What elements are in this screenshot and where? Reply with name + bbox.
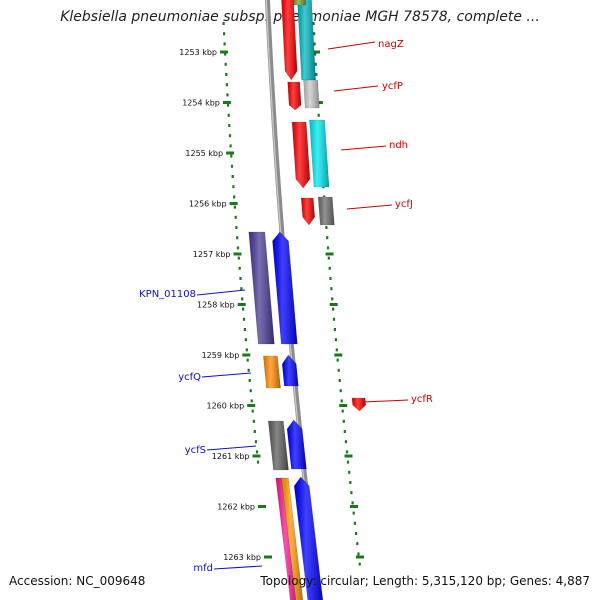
gene-ycfs-arrow[interactable] — [286, 419, 307, 470]
tick-mark-right — [312, 50, 320, 54]
gene-ndh-arrow[interactable] — [291, 121, 311, 189]
tick-mark-left — [233, 252, 242, 256]
tick-mark-left — [242, 353, 251, 357]
tick-label: 1258 kbp — [197, 301, 235, 310]
tick-mark-right — [350, 505, 358, 508]
gene-label-ycfq[interactable]: ycfQ — [178, 372, 201, 383]
tick-label: 1263 kbp — [223, 553, 261, 562]
tick-mark-left — [220, 50, 228, 54]
gene-leader-line — [333, 85, 379, 92]
gene-leader-line — [327, 41, 376, 50]
tick-mark-left — [229, 202, 238, 205]
gene-label-ycfj[interactable]: ycfJ — [395, 199, 413, 210]
gene-mfd-orange[interactable] — [280, 477, 304, 600]
gene-label-ycfp[interactable]: ycfP — [382, 81, 403, 92]
gene-ycfq-arrow[interactable] — [281, 354, 299, 387]
gene-leader-line — [362, 399, 409, 403]
gene-ycfj-partner[interactable] — [317, 196, 335, 226]
gene-ycfj-arrow[interactable] — [300, 197, 316, 226]
tick-label: 1255 kbp — [185, 149, 223, 158]
tick-mark-left — [222, 101, 231, 104]
gene-ndh-partner[interactable] — [309, 119, 330, 188]
gene-leader-line — [201, 372, 252, 378]
gene-mfd-arrow[interactable] — [293, 476, 324, 600]
gene-top-olive[interactable] — [293, 0, 307, 6]
tick-label: 1261 kbp — [212, 452, 250, 461]
gene-ycfr-arrow[interactable] — [351, 397, 367, 412]
gene-label-nagz[interactable]: nagZ — [378, 39, 404, 50]
left-dotted-track — [222, 22, 260, 464]
tick-mark-right — [339, 404, 348, 407]
gene-label-ycfs[interactable]: ycfS — [185, 445, 206, 456]
gene-leader-line — [346, 204, 393, 210]
gene-nagz-partner[interactable] — [297, 0, 316, 81]
tick-mark-left — [258, 505, 266, 508]
tick-label: 1260 kbp — [206, 402, 244, 411]
accession-label: Accession: NC_009648 — [9, 574, 146, 588]
tick-mark-left — [226, 151, 235, 155]
tick-mark-left — [252, 454, 261, 458]
tick-mark-right — [356, 555, 364, 559]
gene-ycfp-arrow[interactable] — [287, 81, 302, 111]
tick-mark-left — [247, 404, 256, 407]
gene-leader-line — [206, 445, 257, 451]
tick-mark-left — [237, 303, 246, 306]
gene-ycfs-partner[interactable] — [267, 420, 289, 471]
tick-label: 1262 kbp — [217, 503, 255, 512]
gene-label-mfd[interactable]: mfd — [193, 563, 213, 574]
tick-mark-right — [344, 454, 353, 458]
gene-nagz-arrow[interactable] — [281, 0, 298, 81]
gene-ycfp-partner[interactable] — [303, 79, 320, 109]
tick-mark-right — [329, 303, 338, 306]
gene-kpn-01108-arrow[interactable] — [272, 231, 298, 345]
tick-label: 1253 kbp — [179, 48, 217, 57]
tick-mark-right — [334, 353, 343, 357]
gene-leader-line — [196, 289, 246, 296]
genome-summary: Topology: circular; Length: 5,315,120 bp… — [260, 574, 590, 588]
tick-label: 1257 kbp — [193, 250, 231, 259]
gene-label-kpn-01108[interactable]: KPN_01108 — [139, 289, 196, 300]
tick-label: 1254 kbp — [182, 99, 220, 108]
tick-label: 1256 kbp — [189, 200, 227, 209]
tick-mark-right — [325, 252, 334, 256]
gene-label-ndh[interactable]: ndh — [389, 140, 408, 151]
tick-label: 1259 kbp — [202, 351, 240, 360]
tick-mark-right — [314, 101, 323, 104]
gene-leader-line — [340, 145, 387, 151]
gene-ycfq-partner[interactable] — [263, 355, 281, 389]
gene-kpn-01108-partner[interactable] — [248, 231, 275, 345]
gene-leader-line — [213, 565, 263, 570]
tick-mark-left — [264, 555, 272, 559]
gene-label-ycfr[interactable]: ycfR — [411, 394, 433, 405]
